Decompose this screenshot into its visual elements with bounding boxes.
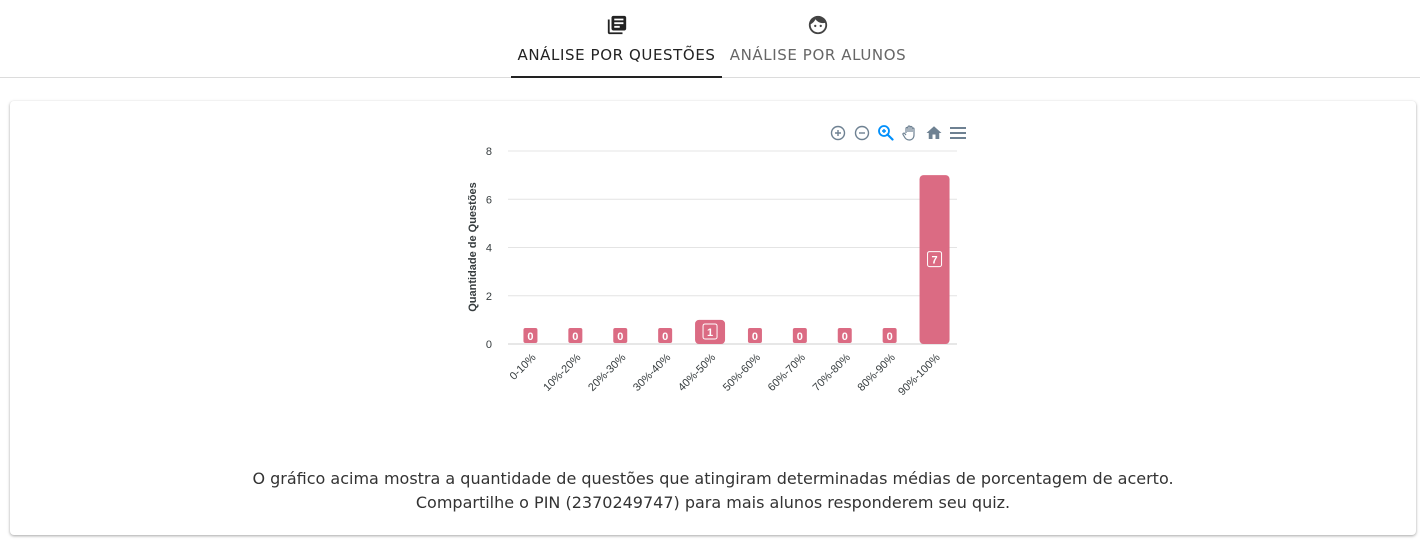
y-axis-label: Quantidade de Questões xyxy=(467,182,479,312)
zoom-in-icon[interactable] xyxy=(828,123,848,143)
data-label-box xyxy=(837,328,852,343)
data-label: 0 xyxy=(887,331,893,343)
y-tick-label: 0 xyxy=(486,339,492,351)
x-tick-label: 40%-50% xyxy=(676,351,718,393)
active-tab-indicator xyxy=(511,76,722,78)
data-label: 0 xyxy=(752,331,758,343)
face-icon xyxy=(807,14,829,38)
x-tick-label: 0-10% xyxy=(508,351,539,382)
data-label: 0 xyxy=(662,331,668,343)
chart-card: 0 2 4 6 8 Quantidade de Questões 0 0-10% 0 10%-20… xyxy=(10,101,1416,535)
chart-toolbar xyxy=(828,123,968,143)
data-label-box xyxy=(568,328,583,343)
reset-home-icon[interactable] xyxy=(924,123,944,143)
histogram-chart: 0 2 4 6 8 Quantidade de Questões 0 0-10% 0 10%-20… xyxy=(467,146,957,398)
tab-analysis-by-questions[interactable]: ANÁLISE POR QUESTÕES xyxy=(511,0,722,78)
x-tick-label: 20%-30% xyxy=(586,351,628,393)
caption-line-2: Compartilhe o PIN (2370249747) para mais… xyxy=(415,493,1011,512)
data-label-box xyxy=(927,251,943,268)
caption-line-1: O gráfico acima mostra a quantidade de q… xyxy=(252,469,1174,488)
x-tick-label: 30%-40% xyxy=(631,351,673,393)
data-label-box xyxy=(523,328,538,343)
library-books-icon xyxy=(606,14,628,38)
x-tick-label: 60%-70% xyxy=(766,351,808,393)
y-tick-label: 4 xyxy=(486,243,492,255)
data-label-box xyxy=(658,328,673,343)
menu-icon[interactable] xyxy=(948,123,968,143)
y-tick-label: 6 xyxy=(486,194,492,206)
y-tick-label: 8 xyxy=(486,146,492,158)
pan-hand-icon[interactable] xyxy=(900,123,920,143)
tab-label: ANÁLISE POR QUESTÕES xyxy=(517,46,716,64)
data-label: 7 xyxy=(931,255,937,267)
tab-analysis-by-students[interactable]: ANÁLISE POR ALUNOS xyxy=(722,0,914,77)
chart-caption: O gráfico acima mostra a quantidade de q… xyxy=(10,467,1416,515)
data-label: 0 xyxy=(797,331,803,343)
x-tick-label: 50%-60% xyxy=(721,351,763,393)
data-label-box xyxy=(882,328,897,343)
data-label: 0 xyxy=(572,331,578,343)
data-label: 0 xyxy=(527,331,533,343)
x-tick-label: 90%-100% xyxy=(896,351,943,398)
tabs-bar: ANÁLISE POR QUESTÕES ANÁLISE POR ALUNOS xyxy=(0,0,1420,78)
data-label: 0 xyxy=(842,331,848,343)
data-label: 0 xyxy=(617,331,623,343)
zoom-out-icon[interactable] xyxy=(852,123,872,143)
data-label-box xyxy=(792,328,807,343)
data-label-box xyxy=(747,328,762,343)
tab-label: ANÁLISE POR ALUNOS xyxy=(729,46,907,64)
y-tick-label: 2 xyxy=(486,291,492,303)
data-label: 1 xyxy=(707,327,713,339)
data-label-box xyxy=(613,328,628,343)
data-label-box xyxy=(702,323,718,340)
x-tick-label: 80%-90% xyxy=(856,351,898,393)
x-tick-label: 10%-20% xyxy=(541,351,583,393)
x-tick-label: 70%-80% xyxy=(811,351,853,393)
zoom-selection-icon[interactable] xyxy=(876,123,896,143)
